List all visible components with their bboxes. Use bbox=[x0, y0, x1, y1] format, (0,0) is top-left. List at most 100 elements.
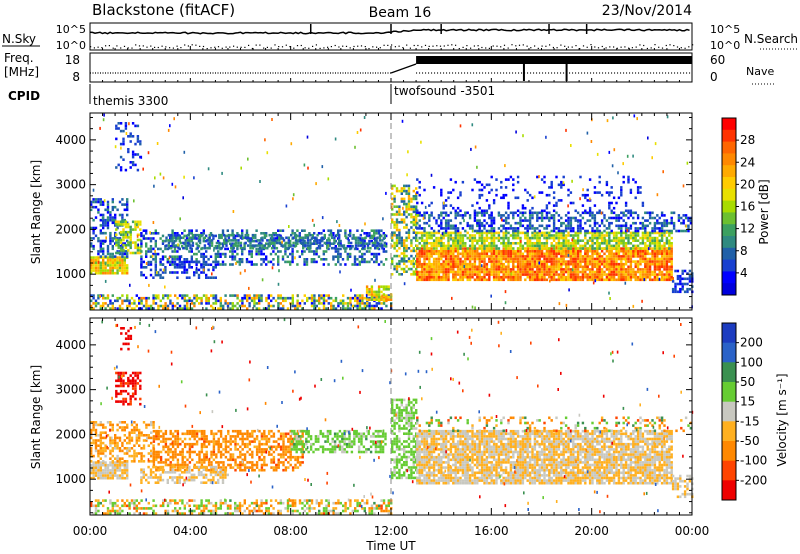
power-cell bbox=[552, 247, 556, 250]
power-cell bbox=[502, 214, 505, 217]
power-cell bbox=[504, 252, 508, 256]
power-cell bbox=[142, 234, 145, 238]
power-cell bbox=[636, 234, 640, 237]
power-cell bbox=[471, 275, 474, 279]
power-cell bbox=[603, 229, 606, 233]
power-cell bbox=[161, 242, 165, 245]
power-cell bbox=[354, 236, 358, 240]
nsearch-dot bbox=[485, 47, 487, 49]
power-cell bbox=[519, 224, 522, 228]
power-cell bbox=[492, 219, 496, 222]
power-cell bbox=[516, 270, 520, 274]
power-cell bbox=[296, 304, 299, 308]
power-cell bbox=[225, 239, 228, 242]
power-cell bbox=[272, 258, 275, 261]
freq-trace bbox=[90, 56, 692, 81]
power-cell bbox=[512, 257, 515, 261]
power-cell bbox=[358, 263, 361, 266]
power-cell bbox=[123, 299, 126, 303]
power-cell bbox=[548, 234, 551, 237]
power-cell bbox=[354, 296, 357, 300]
power-cell bbox=[507, 216, 510, 220]
power-cell bbox=[185, 260, 189, 264]
power-cell bbox=[198, 302, 201, 305]
power-cell bbox=[195, 237, 198, 240]
power-cell bbox=[610, 211, 613, 215]
power-cell bbox=[136, 246, 140, 250]
power-cell bbox=[603, 273, 606, 276]
power-cell bbox=[596, 227, 599, 230]
power-cell bbox=[447, 255, 450, 258]
power-cell bbox=[145, 245, 148, 248]
nsearch-dot bbox=[492, 45, 494, 47]
power-cell bbox=[468, 265, 472, 269]
power-cell bbox=[584, 244, 587, 248]
power-cell bbox=[371, 236, 374, 240]
power-cell bbox=[121, 266, 124, 270]
power-cell bbox=[114, 237, 117, 240]
power-cell bbox=[509, 278, 513, 282]
power-cell bbox=[526, 229, 529, 233]
power-cell bbox=[483, 239, 486, 242]
power-cell bbox=[500, 224, 503, 228]
power-cell bbox=[363, 245, 366, 248]
power-cell bbox=[183, 175, 185, 179]
power-cell bbox=[641, 239, 645, 242]
power-cell bbox=[205, 296, 208, 300]
nsearch-dot bbox=[552, 46, 554, 49]
power-cell bbox=[569, 270, 573, 274]
power-cell bbox=[127, 225, 130, 229]
power-cell bbox=[636, 255, 640, 258]
power-cell bbox=[339, 270, 341, 274]
power-cell bbox=[620, 278, 623, 282]
power-cell bbox=[224, 237, 227, 240]
power-cell bbox=[299, 236, 302, 240]
power-cell bbox=[478, 219, 481, 222]
power-cell bbox=[644, 224, 647, 228]
power-cell bbox=[632, 249, 635, 253]
power-cell bbox=[612, 275, 616, 279]
power-cell bbox=[598, 211, 601, 215]
power-cell bbox=[624, 278, 628, 282]
power-cell bbox=[188, 307, 191, 310]
power-cell bbox=[663, 252, 666, 256]
power-cell bbox=[629, 278, 633, 282]
power-cell bbox=[663, 219, 666, 222]
power-cell bbox=[412, 205, 415, 208]
power-cell bbox=[615, 255, 618, 258]
power-cell bbox=[99, 224, 102, 227]
power-cell bbox=[545, 270, 549, 274]
power-cell bbox=[99, 200, 102, 204]
power-cell bbox=[586, 242, 589, 245]
power-cell bbox=[145, 307, 148, 310]
power-cell bbox=[603, 216, 606, 220]
power-cell bbox=[94, 258, 98, 262]
power-cell bbox=[385, 295, 388, 299]
power-cell bbox=[122, 223, 125, 226]
power-cell bbox=[265, 296, 268, 300]
power-cell bbox=[519, 211, 522, 215]
power-cell bbox=[564, 242, 568, 245]
power-cell bbox=[162, 296, 165, 300]
power-cell bbox=[660, 278, 664, 282]
nsearch-dot bbox=[413, 44, 415, 47]
power-cell bbox=[102, 261, 105, 265]
power-cell bbox=[466, 257, 469, 261]
power-cell bbox=[603, 224, 606, 228]
power-cell bbox=[154, 252, 157, 256]
power-cell bbox=[524, 231, 527, 235]
power-cell bbox=[154, 232, 157, 235]
power-cell bbox=[627, 252, 630, 256]
power-cell bbox=[405, 208, 408, 211]
power-cell bbox=[97, 294, 100, 297]
power-cell bbox=[572, 252, 575, 256]
power-cell bbox=[521, 211, 525, 215]
power-cell bbox=[171, 307, 174, 310]
power-cell bbox=[502, 249, 505, 253]
power-cell bbox=[140, 302, 143, 305]
power-cell bbox=[478, 236, 481, 240]
power-cell bbox=[403, 239, 406, 242]
power-cell bbox=[291, 302, 294, 305]
power-cell bbox=[104, 302, 107, 305]
power-cell bbox=[636, 247, 640, 250]
